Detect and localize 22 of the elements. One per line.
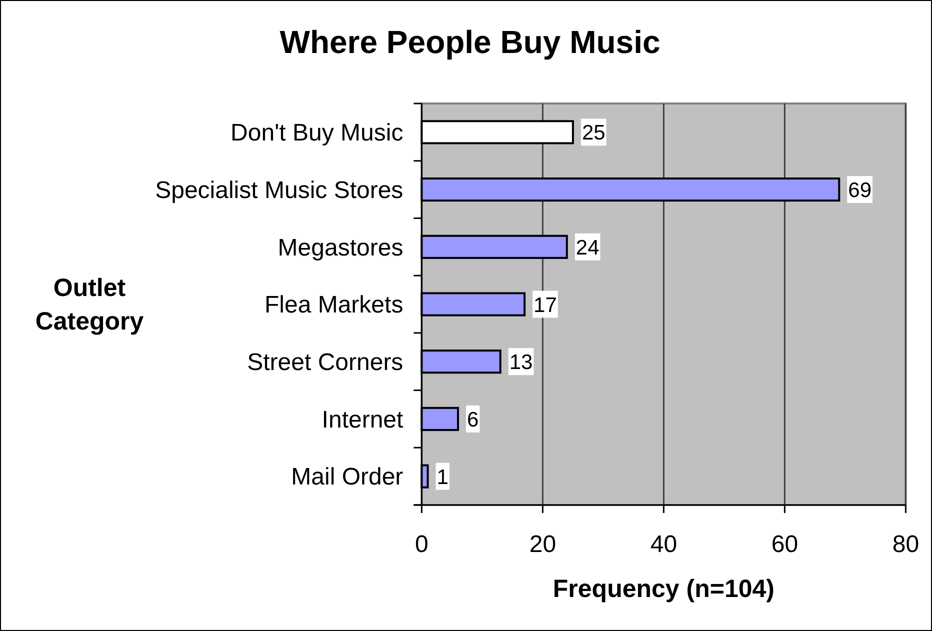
- x-tick-label: 20: [529, 531, 556, 558]
- y-axis-title: Outlet Category: [35, 274, 144, 336]
- data-label: 6: [467, 408, 479, 432]
- data-label: 1: [436, 466, 448, 489]
- data-label: 69: [848, 179, 872, 202]
- x-tick-label: 60: [771, 531, 798, 558]
- chart-title: Where People Buy Music: [280, 24, 660, 60]
- x-tick-label: 40: [650, 531, 678, 558]
- x-tick-label: 0: [415, 531, 428, 558]
- data-label: 25: [582, 122, 606, 145]
- data-label: 24: [576, 236, 600, 260]
- x-tick-label: 80: [892, 531, 920, 558]
- y-tick-label: Megastores: [278, 234, 404, 262]
- y-tick-label: Street Corners: [247, 349, 404, 376]
- y-tick-label: Internet: [322, 406, 404, 434]
- x-axis-title: Frequency (n=104): [552, 575, 775, 603]
- y-tick-label: Specialist Music Stores: [155, 176, 404, 204]
- y-tick-label: Flea Markets: [264, 292, 404, 319]
- data-label: 13: [509, 351, 533, 374]
- data-label: 17: [534, 294, 557, 317]
- y-tick-label: Don't Buy Music: [230, 120, 404, 147]
- y-tick-label: Mail Order: [291, 464, 404, 491]
